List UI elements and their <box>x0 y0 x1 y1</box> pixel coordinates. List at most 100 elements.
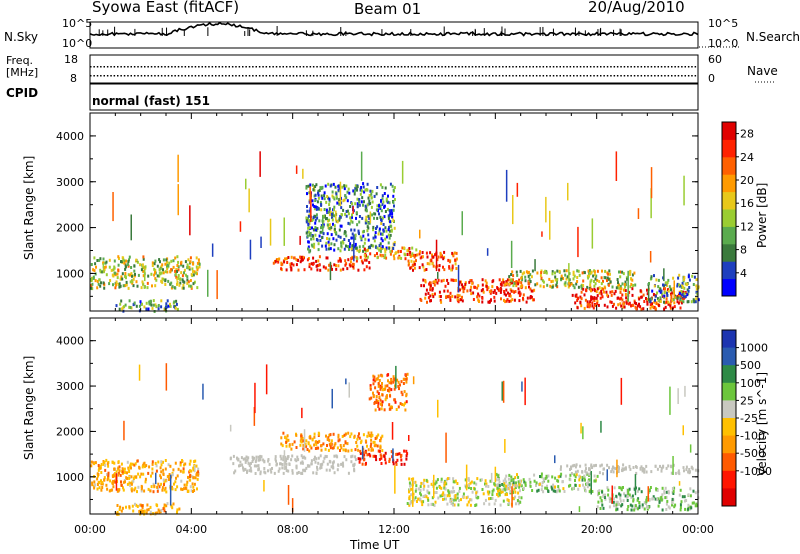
scatter-cell <box>185 487 188 491</box>
scatter-cell <box>624 466 627 470</box>
scatter-cell <box>308 226 311 230</box>
scatter-cell <box>326 237 328 240</box>
scatter-cell <box>592 306 595 310</box>
scatter-cell <box>393 257 396 261</box>
scatter-cell <box>554 489 557 493</box>
freq-dot <box>535 66 538 68</box>
scatter-cell <box>504 300 507 304</box>
scatter-cell <box>153 267 156 271</box>
scatter-cell <box>687 493 690 497</box>
scatter-cell <box>588 467 591 471</box>
scatter-cell <box>380 254 383 258</box>
scatter-cell <box>627 302 630 306</box>
scatter-cell <box>133 264 136 268</box>
scatter-cell <box>329 460 332 464</box>
scatter-streak <box>123 420 125 441</box>
scatter-cell <box>127 273 130 277</box>
scatter-cell <box>423 268 426 272</box>
scatter-cell <box>141 506 144 510</box>
scatter-cell <box>632 466 635 469</box>
scatter-cell <box>240 456 243 460</box>
scatter-cell <box>502 488 505 492</box>
scatter-cell <box>569 483 572 487</box>
scatter-cell <box>335 192 338 196</box>
scatter-cell <box>360 186 363 189</box>
scatter-cell <box>501 483 504 486</box>
scatter-cell <box>359 449 362 453</box>
scatter-cell <box>444 284 447 288</box>
nave-dot <box>380 75 382 77</box>
scatter-cell <box>631 504 634 508</box>
scatter-cell <box>308 464 311 468</box>
scatter-cell <box>145 464 148 468</box>
scatter-cell <box>282 458 285 462</box>
scatter-cell <box>108 282 111 286</box>
scatter-cell <box>307 223 310 227</box>
scatter-cell <box>192 270 194 273</box>
scatter-cell <box>155 469 158 473</box>
scatter-cell <box>187 475 189 479</box>
scatter-cell <box>503 290 506 293</box>
scatter-cell <box>693 299 696 303</box>
scatter-cell <box>330 439 333 443</box>
scatter-streak <box>433 474 435 498</box>
freq-dot <box>198 66 200 68</box>
scatter-cell <box>380 462 383 465</box>
nave-dot <box>106 75 109 77</box>
scatter-cell <box>102 257 105 261</box>
scatter-cell <box>584 298 587 302</box>
scatter-cell <box>617 465 620 469</box>
scatter-cell <box>157 304 160 307</box>
nave-dot <box>427 75 430 77</box>
scatter-streak <box>260 236 262 248</box>
freq-dot <box>171 66 173 68</box>
nave-dot <box>444 75 447 77</box>
scatter-cell <box>361 230 364 234</box>
scatter-cell <box>193 460 196 464</box>
scatter-cell <box>176 510 178 514</box>
scatter-cell <box>318 263 321 267</box>
scatter-cell <box>617 470 620 473</box>
scatter-cell <box>285 268 288 272</box>
scatter-cell <box>632 499 635 503</box>
scatter-cell <box>402 377 405 381</box>
scatter-cell <box>313 455 316 459</box>
scatter-cell <box>374 400 376 404</box>
scatter-cell <box>174 269 177 273</box>
freq-dot <box>620 66 622 68</box>
freq-dot <box>96 66 99 68</box>
scatter-cell <box>625 296 628 300</box>
scatter-cell <box>608 496 611 500</box>
scatter-cell <box>158 268 161 271</box>
scatter-cell <box>340 224 343 228</box>
scatter-cell <box>395 251 398 255</box>
scatter-cell <box>354 458 357 462</box>
scatter-cell <box>101 481 104 485</box>
nave-dot <box>532 75 534 77</box>
scatter-cell <box>580 286 583 290</box>
scatter-cell <box>629 285 632 289</box>
scatter-cell <box>469 503 472 507</box>
scatter-cell <box>348 191 351 195</box>
scatter-cell <box>663 489 666 493</box>
freq-dot <box>522 66 524 68</box>
scatter-cell <box>421 255 424 259</box>
scatter-cell <box>423 478 426 482</box>
nave-dot <box>150 75 153 77</box>
scatter-cell <box>174 488 177 492</box>
scatter-cell <box>384 186 387 190</box>
scatter-cell <box>668 506 671 510</box>
scatter-cell <box>593 474 596 478</box>
scatter-cell <box>144 265 147 269</box>
scatter-cell <box>164 486 167 490</box>
scatter-cell <box>591 490 594 493</box>
scatter-cell <box>100 479 102 483</box>
scatter-cell <box>687 470 690 474</box>
scatter-cell <box>331 464 334 468</box>
scatter-cell <box>327 182 330 186</box>
scatter-cell <box>578 474 581 478</box>
scatter-cell <box>380 232 383 236</box>
scatter-cell <box>373 212 375 216</box>
scatter-cell <box>529 287 532 291</box>
